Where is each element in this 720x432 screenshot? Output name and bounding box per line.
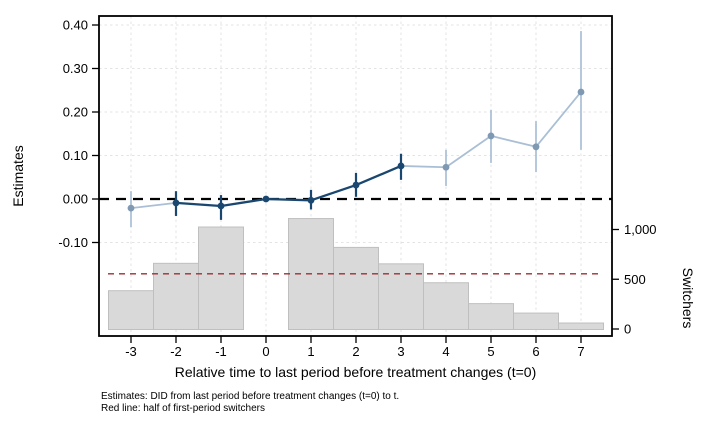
left-tick-label: 0.20: [63, 105, 88, 120]
estimate-segment: [490, 135, 537, 148]
histogram-bar: [423, 282, 469, 331]
bottom-tick-label: -3: [125, 344, 137, 359]
estimate-segment: [219, 197, 268, 208]
bottom-tick-label: 6: [532, 344, 539, 359]
histogram-bar: [108, 290, 154, 331]
histogram-bar: [468, 303, 514, 331]
histogram-bar: [558, 322, 604, 330]
bottom-tick-label: 1: [307, 344, 314, 359]
left-tick-label: -0.10: [58, 235, 88, 250]
histogram-bar: [513, 312, 559, 330]
estimate-marker: [127, 204, 135, 212]
estimate-marker: [262, 195, 270, 203]
estimate-segment: [174, 201, 223, 208]
estimate-marker: [532, 143, 540, 151]
estimate-segment: [354, 164, 403, 187]
bottom-tick-label: 2: [352, 344, 359, 359]
estimate-segment: [535, 91, 582, 148]
estimate-marker: [307, 196, 315, 204]
left-tick-label: 0.40: [63, 18, 88, 33]
estimate-marker: [442, 163, 450, 171]
note-red-line-definition: Red line: half of first-period switchers: [101, 403, 265, 414]
estimate-marker: [577, 88, 585, 96]
bottom-tick-label: 5: [487, 344, 494, 359]
bottom-tick-label: 4: [442, 344, 449, 359]
estimate-segment: [445, 135, 492, 169]
bottom-tick-label: 0: [262, 344, 269, 359]
note-estimates-definition: Estimates: DID from last period before t…: [101, 391, 400, 402]
right-tick-label: 500: [624, 272, 646, 287]
estimate-marker: [217, 202, 225, 210]
estimate-marker: [352, 181, 360, 189]
right-tick-label: 0: [624, 322, 631, 337]
estimates-series: [127, 31, 585, 228]
bottom-tick-label: -2: [170, 344, 182, 359]
bottom-tick-label: 3: [397, 344, 404, 359]
histogram-bar: [198, 226, 244, 330]
bottom-tick-label: -1: [215, 344, 227, 359]
right-axis-title: Switchers: [680, 267, 696, 329]
bottom-tick-label: 7: [577, 344, 584, 359]
right-tick-label: 1,000: [624, 222, 657, 237]
estimate-marker: [172, 199, 180, 207]
estimate-segment: [264, 197, 313, 202]
left-tick-label: 0.00: [63, 192, 88, 207]
histogram-bar: [333, 246, 379, 330]
estimate-segment: [130, 202, 177, 210]
left-tick-label: 0.30: [63, 61, 88, 76]
left-tick-label: 0.10: [63, 148, 88, 163]
x-axis-title: Relative time to last period before trea…: [174, 364, 537, 380]
estimate-segment: [400, 165, 447, 169]
estimate-segment: [309, 183, 358, 202]
axis-ticks: 0.40 0.30 0.20 0.10 0.00 -0.10 -3 -2 -1 0 1 2 3 4 5 6 7 0…: [58, 18, 656, 360]
estimate-marker: [487, 132, 495, 140]
estimate-marker: [397, 162, 405, 170]
left-axis-title: Estimates: [10, 145, 26, 207]
